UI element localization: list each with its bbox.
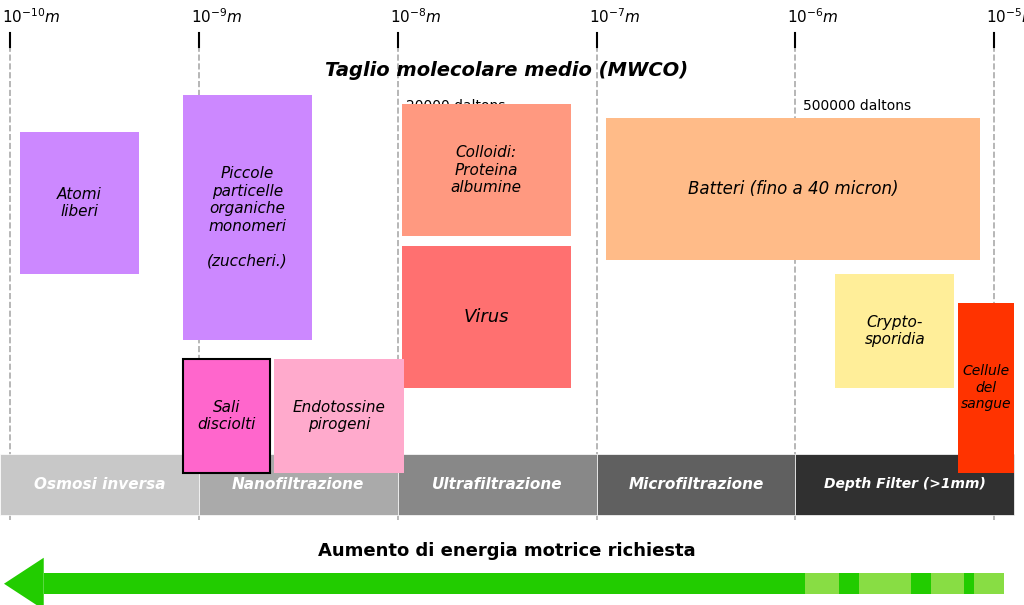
Bar <box>606 118 980 260</box>
Text: Virus: Virus <box>464 308 509 325</box>
Text: Depth Filter (>1mm): Depth Filter (>1mm) <box>823 477 986 491</box>
Bar <box>0 454 199 515</box>
Text: 200 daltons: 200 daltons <box>207 99 289 114</box>
Text: $10^{-7}$m: $10^{-7}$m <box>589 7 640 26</box>
Bar <box>597 454 796 515</box>
Bar <box>44 574 994 594</box>
Text: Sali
disciolti: Sali disciolti <box>198 400 256 432</box>
Bar <box>836 274 954 388</box>
Text: $10^{-10}$m: $10^{-10}$m <box>2 7 60 26</box>
Text: Piccole
particelle
organiche
monomeri

(zuccheri.): Piccole particelle organiche monomeri (z… <box>207 166 288 269</box>
Text: Batteri (fino a 40 micron): Batteri (fino a 40 micron) <box>688 180 899 198</box>
Text: 20000 daltons: 20000 daltons <box>406 99 505 114</box>
Text: Taglio molecolare medio (MWCO): Taglio molecolare medio (MWCO) <box>326 61 688 80</box>
Bar <box>19 132 139 274</box>
Text: Crypto-
sporidia: Crypto- sporidia <box>864 315 925 347</box>
Text: Ultrafiltrazione: Ultrafiltrazione <box>432 477 562 492</box>
Text: $10^{-6}$m: $10^{-6}$m <box>787 7 839 26</box>
Bar <box>183 359 270 473</box>
Text: Endotossine
pirogeni: Endotossine pirogeni <box>293 400 385 432</box>
Bar <box>401 246 570 388</box>
Bar <box>199 454 397 515</box>
Text: 500000 daltons: 500000 daltons <box>803 99 911 114</box>
Polygon shape <box>4 558 44 605</box>
Text: Atomi
liberi: Atomi liberi <box>57 187 102 220</box>
Text: Cellule
del
sangue: Cellule del sangue <box>961 364 1012 411</box>
Bar <box>805 574 839 594</box>
Bar <box>859 574 910 594</box>
Text: $10^{-8}$m: $10^{-8}$m <box>390 7 441 26</box>
Text: Nanofiltrazione: Nanofiltrazione <box>232 477 365 492</box>
Bar <box>958 302 1014 473</box>
Text: $10^{-5}$m: $10^{-5}$m <box>986 7 1024 26</box>
Bar <box>974 574 1005 594</box>
Bar <box>401 104 570 237</box>
Text: $10^{-9}$m: $10^{-9}$m <box>190 7 243 26</box>
Text: Colloidi:
Proteina
albumine: Colloidi: Proteina albumine <box>451 145 521 195</box>
Text: Osmosi inversa: Osmosi inversa <box>34 477 165 492</box>
Bar <box>183 94 312 340</box>
Bar <box>274 359 403 473</box>
Bar <box>931 574 965 594</box>
Text: Aumento di energia motrice richiesta: Aumento di energia motrice richiesta <box>318 541 696 560</box>
Bar <box>796 454 1014 515</box>
Bar <box>397 454 597 515</box>
Text: Microfiltrazione: Microfiltrazione <box>629 477 764 492</box>
